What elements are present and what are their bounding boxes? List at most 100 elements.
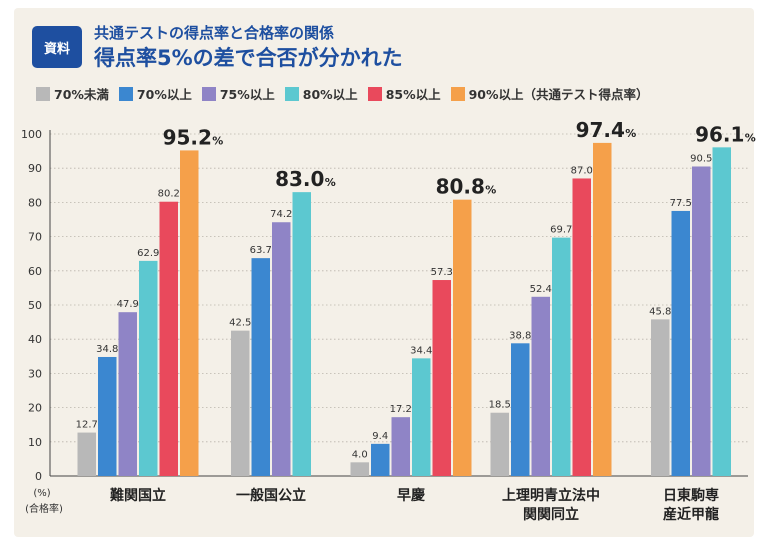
x-category-label: 上理明青立法中 [502,487,600,504]
data-label-suffix: % [325,176,336,189]
chart-subtitle: 共通テストの得点率と合格率の関係 [94,24,335,42]
data-label-suffix: % [625,127,636,140]
y-tick-label: 30 [28,367,42,380]
bar [593,142,612,476]
legend-swatch [36,86,50,101]
data-label: 9.4 [372,431,388,442]
bar [180,150,199,476]
y-axis-unit: (%) [33,488,50,499]
bar [412,358,431,476]
data-label: 34.4 [410,345,432,356]
y-tick-label: 0 [35,470,42,483]
data-label: 69.7 [550,225,572,236]
bar [432,280,451,476]
data-label-suffix: % [745,131,756,144]
data-label: 42.5 [229,318,251,329]
bar [671,210,690,476]
data-label: 77.5 [670,198,692,209]
legend-item-80plus: 80%以上 [284,84,358,103]
bar [77,432,96,476]
legend-label: 70%以上 [136,87,192,102]
chart-legend: 70%未満 70%以上 75%以上 80%以上 85%以上 90%以上（共通テス… [36,84,659,103]
x-category-label: 難関国立 [110,487,166,504]
bar [552,237,571,476]
data-label: 62.9 [137,248,159,259]
y-axis-label: (合格率) [25,502,63,515]
legend-label: 80%以上 [302,87,358,102]
y-tick-label: 20 [28,402,42,415]
bar [350,462,369,476]
x-category-label: 一般国公立 [236,487,306,504]
legend-swatch [201,86,216,101]
y-tick-label: 10 [28,436,42,449]
data-label-highlight: 96.1 [695,122,744,146]
data-label: 90.5 [690,153,712,164]
bar [98,356,117,476]
y-tick-label: 40 [28,333,42,346]
y-tick-label: 70 [28,231,42,244]
data-label-suffix: % [212,134,223,147]
legend-label: 70%未満 [54,87,109,102]
x-category-label: 関関同立 [523,506,579,523]
data-label: 74.2 [270,209,292,220]
legend-label: 90%以上（共通テスト得点率） [468,87,649,102]
bar [572,178,591,476]
bar [292,192,311,476]
legend-item-90plus: 90%以上（共通テスト得点率） [450,84,649,103]
data-label-highlight: 80.8 [436,175,485,199]
bar [139,260,158,476]
chart-title: 得点率5%の差で合否が分かれた [94,46,403,70]
data-label-suffix: % [485,184,496,197]
legend-item-70plus: 70%以上 [118,84,192,103]
bar [531,296,550,476]
y-tick-label: 60 [28,265,42,278]
legend-swatch [450,86,465,101]
bar [692,166,711,477]
bar [272,222,291,476]
bar [391,417,410,476]
x-category-label: 早慶 [397,487,425,504]
bar [371,443,390,476]
data-label-highlight: 95.2 [163,125,212,149]
bar [490,412,509,476]
bar [651,319,670,476]
data-label: 45.8 [649,306,671,317]
legend-swatch [367,86,382,101]
bar [511,343,530,476]
x-category-label: 日東駒専 [663,487,719,504]
y-tick-label: 80 [28,196,42,209]
y-tick-label: 100 [21,128,42,141]
data-label: 12.7 [76,420,98,431]
source-badge: 資料 [32,26,82,68]
y-tick-label: 50 [28,299,42,312]
bar [453,199,472,476]
data-label: 17.2 [390,404,412,415]
data-label: 47.9 [117,299,139,310]
legend-swatch [284,86,299,101]
data-label: 18.5 [489,400,511,411]
legend-label: 75%以上 [219,87,275,102]
bar [159,201,178,476]
data-label: 4.0 [352,449,368,460]
legend-swatch [118,86,133,101]
data-label: 34.8 [96,344,118,355]
data-label: 87.0 [571,165,593,176]
legend-item-75plus: 75%以上 [201,84,275,103]
data-label: 38.8 [509,330,531,341]
legend-label: 85%以上 [385,87,441,102]
bar [251,258,270,476]
data-label: 52.4 [530,284,552,295]
bar [712,147,731,476]
data-label: 57.3 [431,267,453,278]
data-label: 80.2 [158,189,180,200]
legend-item-85plus: 85%以上 [367,84,441,103]
data-label: 63.7 [250,245,272,256]
data-label-highlight: 97.4 [576,118,625,142]
bar [231,330,250,476]
legend-item-under70: 70%未満 [36,84,109,103]
data-label-highlight: 83.0 [275,167,324,191]
x-category-label: 産近甲龍 [663,506,719,523]
y-tick-label: 90 [28,162,42,175]
bar [118,312,137,476]
